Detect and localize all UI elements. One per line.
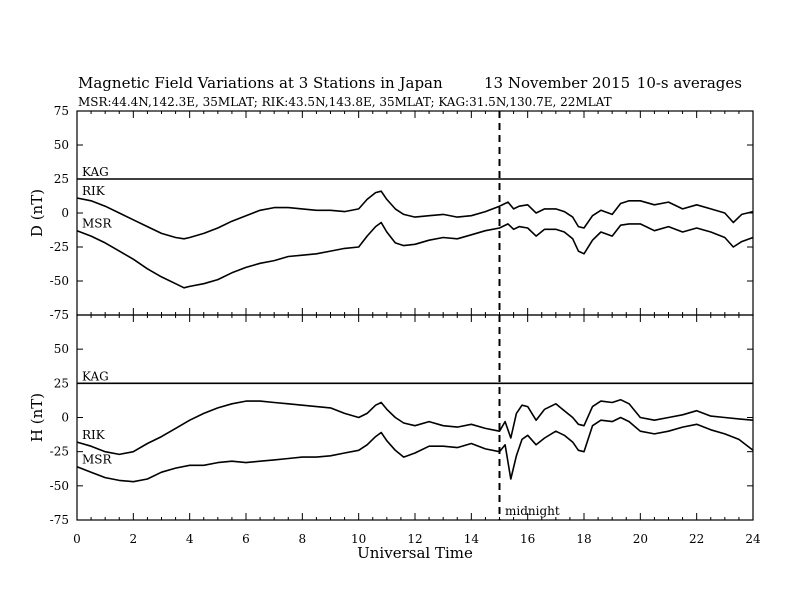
x-tick-label: 4 (186, 532, 194, 546)
series-line-msr (76, 221, 754, 289)
x-tick-label: 0 (73, 532, 81, 546)
y-tick-label: 50 (54, 138, 69, 152)
x-tick-label: 22 (689, 532, 704, 546)
chart-date: 13 November 2015 (484, 74, 630, 92)
y-tick-label: -50 (50, 274, 69, 288)
y-tick-label: 0 (61, 411, 69, 425)
y-axis-label: H (nT) (28, 393, 46, 442)
series-label-kag: KAG (82, 369, 109, 383)
series-label-msr: MSR (82, 453, 113, 467)
series-label-msr: MSR (82, 217, 113, 231)
x-tick-label: 6 (242, 532, 250, 546)
midnight-label: midnight (505, 504, 560, 518)
series-line-msr (76, 416, 754, 483)
x-tick-label: 20 (633, 532, 648, 546)
y-tick-label: 75 (54, 104, 69, 118)
series-line-rik (76, 190, 754, 240)
series-label-kag: KAG (82, 165, 109, 179)
x-tick-label: 12 (407, 532, 422, 546)
plot-frame (76, 314, 754, 521)
y-tick-label: -50 (50, 479, 69, 493)
chart-subtitle: MSR:44.4N,142.3E, 35MLAT; RIK:43.5N,143.… (78, 95, 612, 109)
x-tick-label: 24 (745, 532, 761, 546)
y-tick-label: 25 (54, 172, 69, 186)
y-tick-label: -75 (50, 513, 69, 527)
y-tick-label: 0 (61, 206, 69, 220)
chart-averaging: 10-s averages (637, 74, 742, 92)
y-tick-label: -25 (50, 240, 69, 254)
y-axis-label: D (nT) (28, 189, 46, 237)
y-tick-label: 50 (54, 342, 69, 356)
series-line-rik (76, 398, 754, 456)
chart-title: Magnetic Field Variations at 3 Stations … (78, 74, 443, 92)
x-tick-label: 10 (351, 532, 366, 546)
series-label-rik: RIK (82, 428, 106, 442)
x-tick-label: 16 (520, 532, 535, 546)
d-component-panel: -75 -50 -25 0 25 50 75 D (nT) KAG RIK MSR (28, 104, 754, 322)
series-label-rik: RIK (82, 184, 106, 198)
x-tick-label: 2 (130, 532, 138, 546)
y-tick-label: -75 (50, 308, 69, 322)
y-tick-label: 25 (54, 376, 69, 390)
y-tick-label: -25 (50, 445, 69, 459)
x-tick-label: 18 (576, 532, 591, 546)
x-axis-label: Universal Time (357, 544, 473, 562)
x-tick-label: 14 (464, 532, 480, 546)
x-tick-label: 8 (299, 532, 307, 546)
